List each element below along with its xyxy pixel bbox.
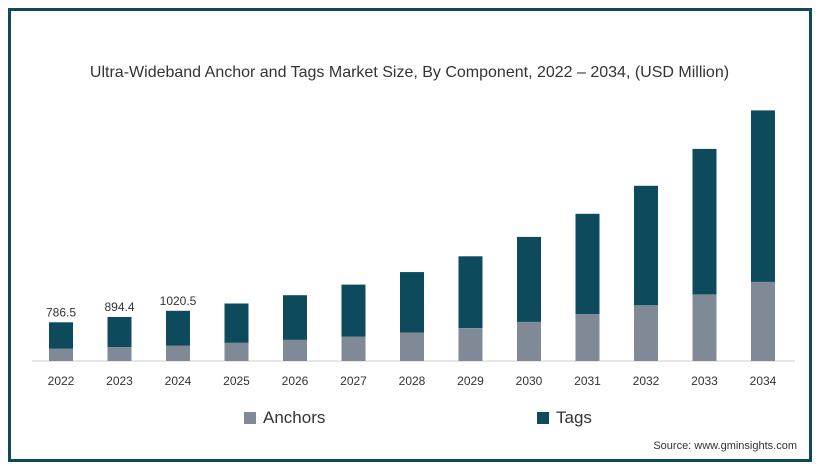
bar-anchors-2022 <box>49 348 73 361</box>
bar-anchors-2032 <box>634 305 658 361</box>
bar-anchors-2029 <box>458 328 483 361</box>
bar-anchors-2031 <box>575 314 600 361</box>
bar-tags-2029 <box>458 256 483 328</box>
data-label-2022: 786.5 <box>46 305 76 319</box>
data-label-2024: 1020.5 <box>160 294 197 308</box>
legend-swatch-tags <box>537 412 549 424</box>
bar-tags-2033 <box>692 148 717 295</box>
chart-title: Ultra-Wideband Anchor and Tags Market Si… <box>89 64 730 81</box>
x-tick-label-2024: 2024 <box>165 374 192 388</box>
legend-item-anchors: Anchors <box>244 408 325 428</box>
bar-anchors-2034 <box>751 281 775 361</box>
legend: Anchors Tags <box>0 408 819 430</box>
bar-anchors-2026 <box>283 340 307 361</box>
bar-anchors-2024 <box>166 345 190 361</box>
bar-tags-2024 <box>166 310 190 346</box>
source-note: Source: www.gminsights.com <box>653 440 797 452</box>
x-tick-label-2032: 2032 <box>633 374 660 388</box>
bar-anchors-2025 <box>224 342 249 361</box>
data-label-2023: 894.4 <box>104 300 134 314</box>
x-tick-label-2031: 2031 <box>574 374 601 388</box>
x-tick-label-2033: 2033 <box>691 374 718 388</box>
legend-label-tags: Tags <box>556 408 592 427</box>
bar-anchors-2030 <box>517 321 541 361</box>
x-tick-label-2025: 2025 <box>223 374 250 388</box>
legend-item-tags: Tags <box>537 408 592 428</box>
bar-tags-2023 <box>107 317 132 348</box>
bar-tags-2031 <box>575 213 600 315</box>
bar-tags-2034 <box>751 110 775 282</box>
bar-tags-2028 <box>400 272 424 333</box>
x-tick-label-2026: 2026 <box>282 374 309 388</box>
bar-tags-2032 <box>634 185 658 306</box>
bar-tags-2030 <box>517 236 541 322</box>
legend-swatch-anchors <box>244 412 256 424</box>
x-tick-label-2029: 2029 <box>457 374 484 388</box>
x-tick-label-2034: 2034 <box>750 374 777 388</box>
legend-label-anchors: Anchors <box>263 408 326 427</box>
bar-tags-2026 <box>283 295 307 340</box>
x-tick-label-2028: 2028 <box>399 374 426 388</box>
x-tick-label-2027: 2027 <box>340 374 367 388</box>
bar-tags-2027 <box>341 284 366 337</box>
bar-anchors-2028 <box>400 332 424 361</box>
bar-tags-2025 <box>224 303 249 343</box>
bar-anchors-2033 <box>692 294 717 361</box>
bar-anchors-2027 <box>341 336 366 361</box>
x-tick-label-2022: 2022 <box>48 374 75 388</box>
bar-tags-2022 <box>49 322 73 349</box>
chart-frame <box>8 8 812 462</box>
x-tick-label-2030: 2030 <box>516 374 543 388</box>
x-tick-label-2023: 2023 <box>106 374 133 388</box>
bar-anchors-2023 <box>107 347 132 361</box>
